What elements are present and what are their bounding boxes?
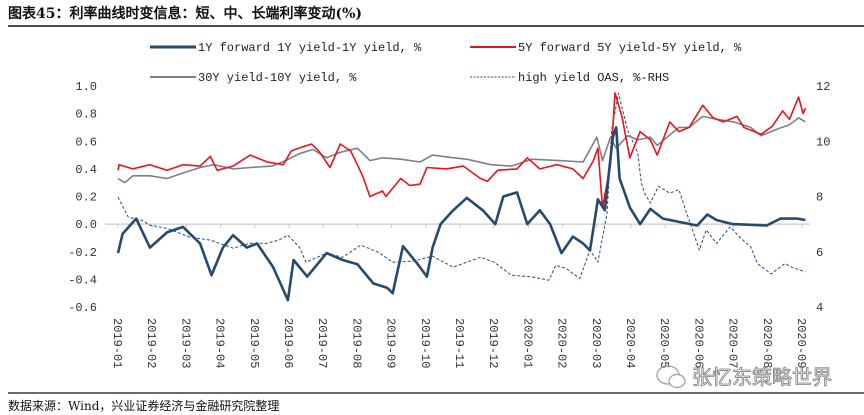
x-tick-label: 2020-08 (760, 318, 774, 368)
y-tick-label: 0.4 (75, 163, 97, 177)
x-tick-label: 2019-10 (418, 318, 432, 368)
x-tick-label: 2019-12 (486, 318, 500, 368)
y2-tick-label: 10 (816, 135, 830, 149)
series-line-2 (117, 115, 806, 184)
x-axis: 2019-01 2019-02 2019-03 2019-04 2019-05 2019-… (105, 223, 810, 368)
x-tick-label: 2020-01 (520, 318, 534, 368)
x-tick-label: 2020-02 (555, 318, 569, 368)
y-tick-label: 0.8 (75, 108, 97, 122)
y2-tick-label: 8 (816, 191, 823, 205)
x-tick-label: 2019-03 (178, 318, 192, 368)
source-note: 数据来源：Wind，兴业证券经济与金融研究院整理 (8, 398, 279, 413)
legend-label: 1Y forward 1Y yield-1Y yield, % (198, 41, 422, 55)
y-tick-label: -0.6 (68, 301, 97, 315)
x-tick-label: 2019-06 (281, 318, 295, 368)
x-tick-label: 2019-08 (349, 318, 363, 368)
x-tick-label: 2019-02 (144, 318, 158, 368)
series-line-3 (117, 92, 806, 281)
x-tick-label: 2019-11 (452, 318, 466, 368)
legend: 1Y forward 1Y yield-1Y yield, % 5Y forwar… (150, 41, 742, 85)
x-tick-label: 2020-04 (623, 318, 637, 368)
legend-label: high yield OAS, %-RHS (518, 71, 669, 85)
watermark-text: 张忆东策略世界 (692, 365, 832, 389)
x-tick-label: 2019-04 (213, 318, 227, 368)
right-y-axis: 12 10 8 6 4 (816, 80, 830, 315)
x-tick-label: 2020-07 (726, 318, 740, 368)
legend-label: 5Y forward 5Y yield-5Y yield, % (518, 41, 742, 55)
y-tick-label: -0.4 (68, 273, 97, 287)
y-tick-label: 0.6 (75, 135, 97, 149)
y2-tick-label: 4 (816, 301, 823, 315)
x-tick-label: 2020-09 (794, 318, 808, 368)
y2-tick-label: 12 (816, 80, 830, 94)
x-tick-label: 2019-09 (384, 318, 398, 368)
x-tick-label: 2019-01 (110, 318, 124, 368)
y2-tick-label: 6 (816, 246, 823, 260)
y-tick-label: -0.2 (68, 246, 97, 260)
x-tick-label: 2020-06 (691, 318, 705, 368)
series-line-0 (116, 126, 806, 302)
x-tick-label: 2019-07 (315, 318, 329, 368)
y-tick-label: 0.0 (75, 218, 97, 232)
watermark-logo: 张忆东策略世界 (656, 365, 832, 389)
series-line-1 (117, 92, 807, 209)
wechat-icon-bubble (668, 373, 686, 389)
y-tick-label: 0.2 (75, 191, 97, 205)
x-tick-label: 2019-05 (247, 318, 261, 368)
x-tick-label: 2020-03 (589, 318, 603, 368)
series-group (116, 92, 807, 302)
chart-title: 图表45：利率曲线时变信息：短、中、长端利率变动(%) (8, 5, 362, 22)
x-tick-label: 2020-05 (657, 318, 671, 368)
y-tick-label: 1.0 (75, 80, 97, 94)
legend-label: 30Y yield-10Y yield, % (198, 71, 357, 85)
left-y-axis: 1.0 0.8 0.6 0.4 0.2 0.0 -0.2 -0.4 -0.6 (68, 80, 97, 315)
